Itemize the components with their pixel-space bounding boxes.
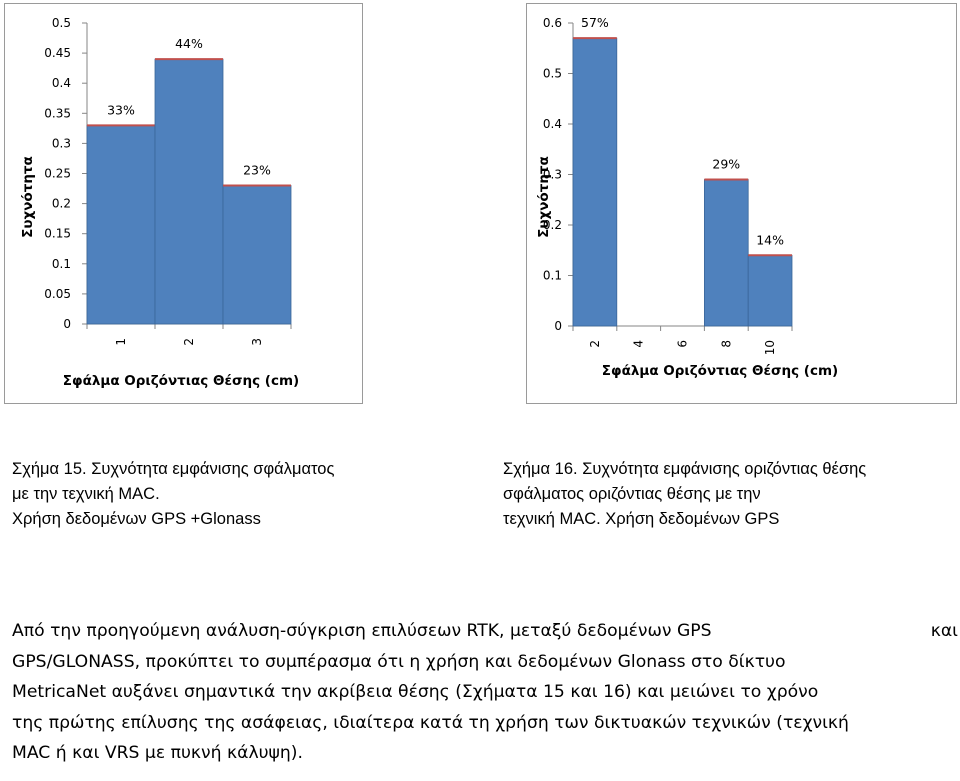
y-tick-label: 0.6	[543, 16, 562, 30]
paragraph-text: Από την προηγούμενη ανάλυση-σύγκριση επι…	[12, 621, 712, 641]
data-label: 33%	[107, 102, 135, 117]
bar	[747, 254, 793, 327]
bar	[154, 58, 224, 325]
paragraph-line: της πρώτης επίλυσης της ασάφειας, ιδιαίτ…	[12, 712, 849, 733]
bar	[572, 37, 618, 327]
y-tick-label: 0.1	[52, 257, 71, 271]
data-label: 57%	[581, 15, 609, 30]
x-tick-label: 1	[114, 338, 128, 346]
paragraph-line: Από την προηγούμενη ανάλυση-σύγκριση επι…	[12, 616, 958, 647]
caption-line: Σχήμα 15. Συχνότητα εμφάνισης σφάλματος	[12, 460, 335, 478]
data-label: 23%	[243, 163, 271, 178]
y-tick-label: 0.3	[52, 136, 71, 150]
x-tick-label: 6	[676, 340, 690, 348]
y-tick-label: 0.4	[543, 117, 562, 131]
figure-15-caption: Σχήμα 15. Συχνότητα εμφάνισης σφάλματος …	[12, 457, 482, 532]
x-tick-label: 2	[588, 340, 602, 348]
caption-line: με την τεχνική MAC.	[12, 485, 160, 503]
y-tick-label: 0	[63, 317, 71, 331]
caption-line: Χρήση δεδομένων GPS +Glonass	[12, 510, 261, 528]
chart-2: 0 0.1 0.2 0.3 0.4 0.5 0.6 57% 2 4 6 29% 8 14% 10 Συχνότ…	[536, 15, 838, 379]
paragraph-text: και	[930, 621, 958, 641]
y-tick-label: 0.2	[52, 197, 71, 211]
chart-1: 0 0.05 0.1 0.15 0.2 0.25 0.3 0.35 0.4 0.45 0.5 33% 1…	[20, 16, 299, 389]
bar	[86, 124, 156, 325]
y-axis-title: Συχνότητα	[20, 156, 36, 238]
x-tick-label: 3	[250, 338, 264, 346]
data-label: 44%	[175, 36, 203, 51]
y-axis-title: Συχνότητα	[536, 156, 552, 238]
chart-2-frame: 0 0.1 0.2 0.3 0.4 0.5 0.6 57% 2 4 6 29% 8 14% 10 Συχνότ…	[526, 3, 957, 404]
x-axis-title: Σφάλμα Οριζόντιας Θέσης (cm)	[63, 373, 299, 389]
y-tick-label: 0.5	[52, 16, 71, 30]
x-tick-label: 4	[632, 340, 646, 348]
body-paragraph: Από την προηγούμενη ανάλυση-σύγκριση επι…	[12, 616, 958, 769]
caption-line: σφάλματος οριζόντιας θέσης με την	[503, 485, 761, 503]
paragraph-line: GPS/GLONASS, προκύπτει το συμπέρασμα ότι…	[12, 651, 786, 672]
paragraph-line: MetricaNet αυξάνει σημαντικά την ακρίβει…	[12, 682, 819, 702]
y-tick-label: 0.1	[543, 269, 562, 283]
data-label: 14%	[756, 232, 784, 247]
y-tick-label: 0.15	[44, 227, 71, 241]
paragraph-line: MAC ή και VRS με πυκνή κάλυψη).	[12, 743, 303, 763]
y-tick-label: 0.45	[44, 46, 71, 60]
y-tick-label: 0.3	[543, 168, 562, 182]
x-axis-title: Σφάλμα Οριζόντιας Θέσης (cm)	[602, 363, 838, 379]
y-tick-label: 0.4	[52, 76, 71, 90]
y-tick-label: 0	[554, 319, 562, 333]
x-tick-label: 2	[182, 338, 196, 346]
y-tick-label: 0.25	[44, 167, 71, 181]
data-label: 29%	[712, 157, 740, 172]
y-tick-label: 0.35	[44, 106, 71, 120]
chart-1-frame: 0 0.05 0.1 0.15 0.2 0.25 0.3 0.35 0.4 0.45 0.5 33% 1…	[4, 3, 363, 404]
caption-line: Σχήμα 16. Συχνότητα εμφάνισης οριζόντιας…	[503, 460, 867, 478]
bar	[703, 179, 749, 327]
bar	[222, 185, 292, 325]
figure-16-caption: Σχήμα 16. Συχνότητα εμφάνισης οριζόντιας…	[503, 457, 958, 532]
x-tick-label: 10	[763, 340, 777, 355]
y-tick-label: 0.5	[543, 67, 562, 81]
y-tick-label: 0.2	[543, 218, 562, 232]
y-tick-label: 0.05	[44, 287, 71, 301]
x-tick-label: 8	[719, 340, 733, 348]
caption-line: τεχνική MAC. Χρήση δεδομένων GPS	[503, 510, 780, 528]
